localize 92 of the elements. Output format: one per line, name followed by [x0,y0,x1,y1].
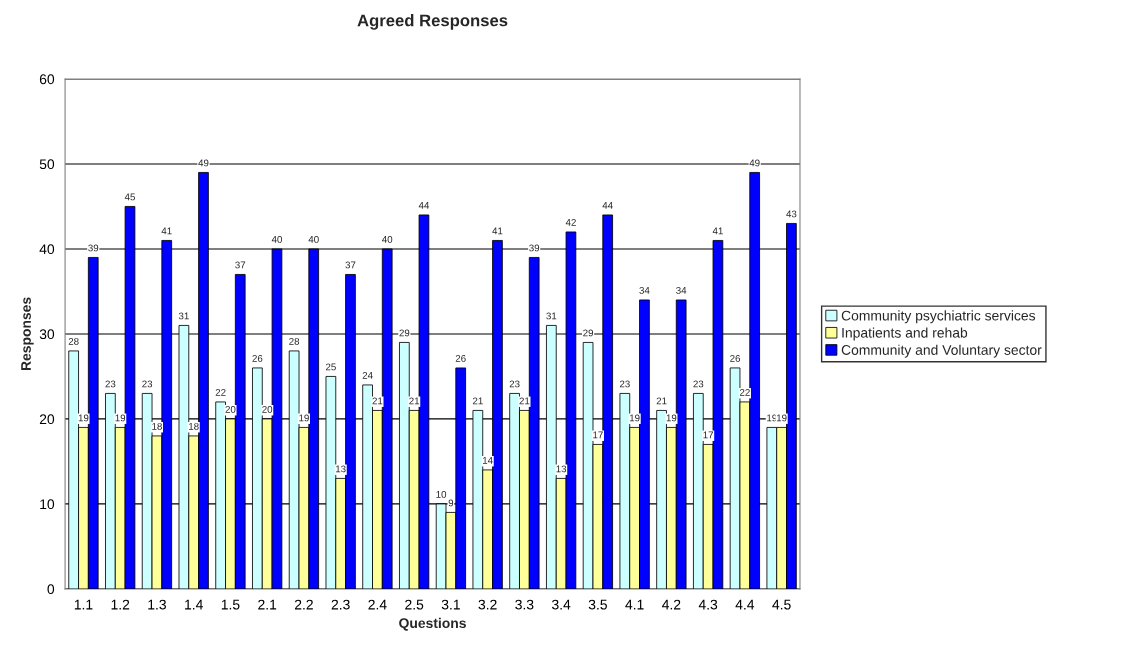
x-tick-label: 1.3 [148,599,166,610]
x-tick-label: 1.4 [185,599,203,610]
chart-title: Agreed Responses [357,14,508,30]
data-label: 21 [472,397,483,405]
data-label: 37 [235,261,246,269]
x-tick-label: 3.4 [552,599,571,610]
x-tick-label: 1.1 [74,599,93,610]
y-tick-label: 40 [39,244,55,255]
x-tick-label: 4.4 [735,599,755,610]
x-tick-label: 1.5 [221,599,240,610]
x-tick-label: 3.5 [588,599,607,610]
data-label: 49 [749,159,760,167]
data-label: 19 [115,414,126,422]
data-label: 25 [325,363,336,371]
x-tick-label: 2.1 [258,599,277,610]
data-label: 23 [509,380,520,388]
x-tick-label: 2.2 [294,599,313,610]
data-label: 19 [666,414,677,422]
data-label: 34 [639,286,650,294]
y-tick-label: 10 [40,499,55,510]
data-label: 13 [556,465,567,473]
data-label: 41 [492,227,503,235]
data-label: 19 [299,414,309,422]
data-label: 23 [105,380,116,388]
y-tick-label: 0 [47,584,55,595]
data-label: 40 [382,235,393,243]
legend-label: Community psychiatric services [841,310,1036,324]
y-tick-label: 60 [39,74,55,85]
legend-label: Community and Voluntary sector [841,344,1042,358]
data-label: 42 [565,218,576,226]
data-label: 14 [482,457,493,464]
data-label: 26 [252,354,263,362]
legend-label: Inpatients and rehab [842,327,968,341]
x-tick-label: 4.2 [662,599,681,610]
data-label: 21 [656,397,667,405]
data-label: 34 [676,286,687,294]
data-label: 39 [529,244,540,252]
x-axis-title: Questions [399,617,466,631]
data-label: 37 [345,261,356,269]
x-tick-label: 4.5 [772,599,791,610]
x-tick-label: 3.3 [515,599,534,610]
data-label: 41 [712,227,723,235]
data-label: 44 [418,202,430,209]
data-label: 10 [436,490,447,498]
x-tick-label: 1.2 [111,599,130,610]
data-label: 22 [739,388,750,396]
data-label: 19 [629,414,640,422]
data-label: 26 [455,354,466,362]
data-label: 31 [546,312,557,320]
data-label: 43 [786,210,797,218]
data-label: 21 [409,397,420,405]
data-label: 26 [730,354,741,362]
data-label: 24 [362,371,373,379]
data-label: 22 [215,388,226,396]
x-tick-label: 2.5 [405,599,424,610]
x-tick-label: 4.1 [625,599,644,610]
x-tick-label: 3.2 [478,599,497,610]
data-label: 18 [189,422,199,430]
x-tick-label: 2.3 [331,599,350,610]
y-tick-label: 20 [39,414,55,425]
data-label: 39 [88,244,99,252]
data-label: 9 [448,499,454,507]
y-tick-label: 50 [39,159,55,170]
data-label: 29 [583,329,594,337]
data-label: 23 [693,380,704,388]
data-label: 17 [593,431,603,439]
data-label: 23 [619,380,630,388]
data-label: 31 [178,312,189,320]
data-label: 41 [161,227,172,235]
data-label: 21 [519,397,530,405]
data-label: 18 [152,422,162,430]
x-tick-label: 4.3 [698,599,718,610]
data-label: 19 [78,414,89,422]
data-label: 49 [198,159,209,167]
y-axis-title: Responses [21,297,34,371]
data-label: 20 [225,405,236,413]
data-label: 13 [336,465,346,473]
data-label: 17 [703,431,714,439]
data-label: 40 [308,235,319,243]
data-label: 28 [289,337,300,345]
data-label: 29 [399,329,410,337]
data-label: 23 [142,380,153,388]
data-label: 45 [124,193,135,201]
data-label: 28 [68,337,79,345]
x-tick-label: 3.1 [441,599,460,610]
data-label: 19 [776,414,787,422]
x-tick-label: 2.4 [368,599,387,610]
data-label: 20 [262,405,273,413]
data-label: 44 [602,202,613,209]
y-tick-label: 30 [39,329,55,340]
data-label: 40 [271,235,282,243]
data-label: 21 [372,397,383,405]
